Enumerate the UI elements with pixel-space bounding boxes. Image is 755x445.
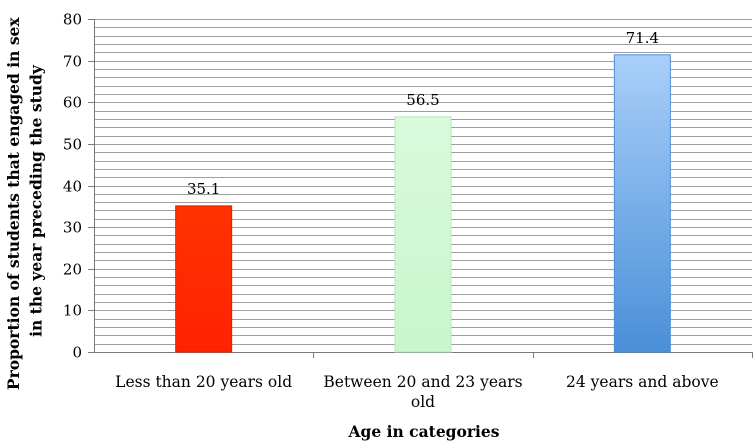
x-tick-label: Less than 20 years old (115, 373, 292, 391)
y-axis-title: Proportion of students that engaged in s… (4, 12, 45, 390)
x-tick-label-line: Less than 20 years old (115, 373, 292, 391)
y-tick-label: 70 (63, 53, 82, 71)
y-tick-label: 60 (63, 94, 82, 112)
x-tick-label-line: Between 20 and 23 years (323, 373, 522, 391)
bar (394, 116, 452, 353)
y-tick-label: 80 (63, 11, 82, 29)
y-tick-label: 50 (63, 136, 82, 154)
x-tick-label-line: old (411, 393, 435, 411)
y-tick-label: 0 (72, 344, 82, 362)
bar-value-label: 35.1 (187, 180, 220, 198)
bar (175, 205, 233, 353)
x-tick-label-line: 24 years and above (566, 373, 719, 391)
y-tick-label: 30 (63, 219, 82, 237)
y-tick-label: 20 (63, 261, 82, 279)
y-tick-label: 10 (63, 302, 82, 320)
y-axis-title-line-2: in the year preceding the study (26, 64, 45, 337)
y-axis-title-line-1: Proportion of students that engaged in s… (4, 17, 23, 390)
bar (613, 54, 671, 353)
bar-value-label: 71.4 (626, 29, 659, 47)
x-axis-title: Age in categories (348, 422, 500, 441)
bar-value-label: 56.5 (406, 91, 439, 109)
x-tick-label: Between 20 and 23 years old (323, 373, 522, 411)
x-tick-label: 24 years and above (566, 373, 719, 391)
bars (175, 54, 671, 353)
labels: 0 10 20 30 40 50 60 70 80 35.1 Less than 20 years … (63, 11, 719, 412)
y-tick-label: 40 (63, 178, 82, 196)
